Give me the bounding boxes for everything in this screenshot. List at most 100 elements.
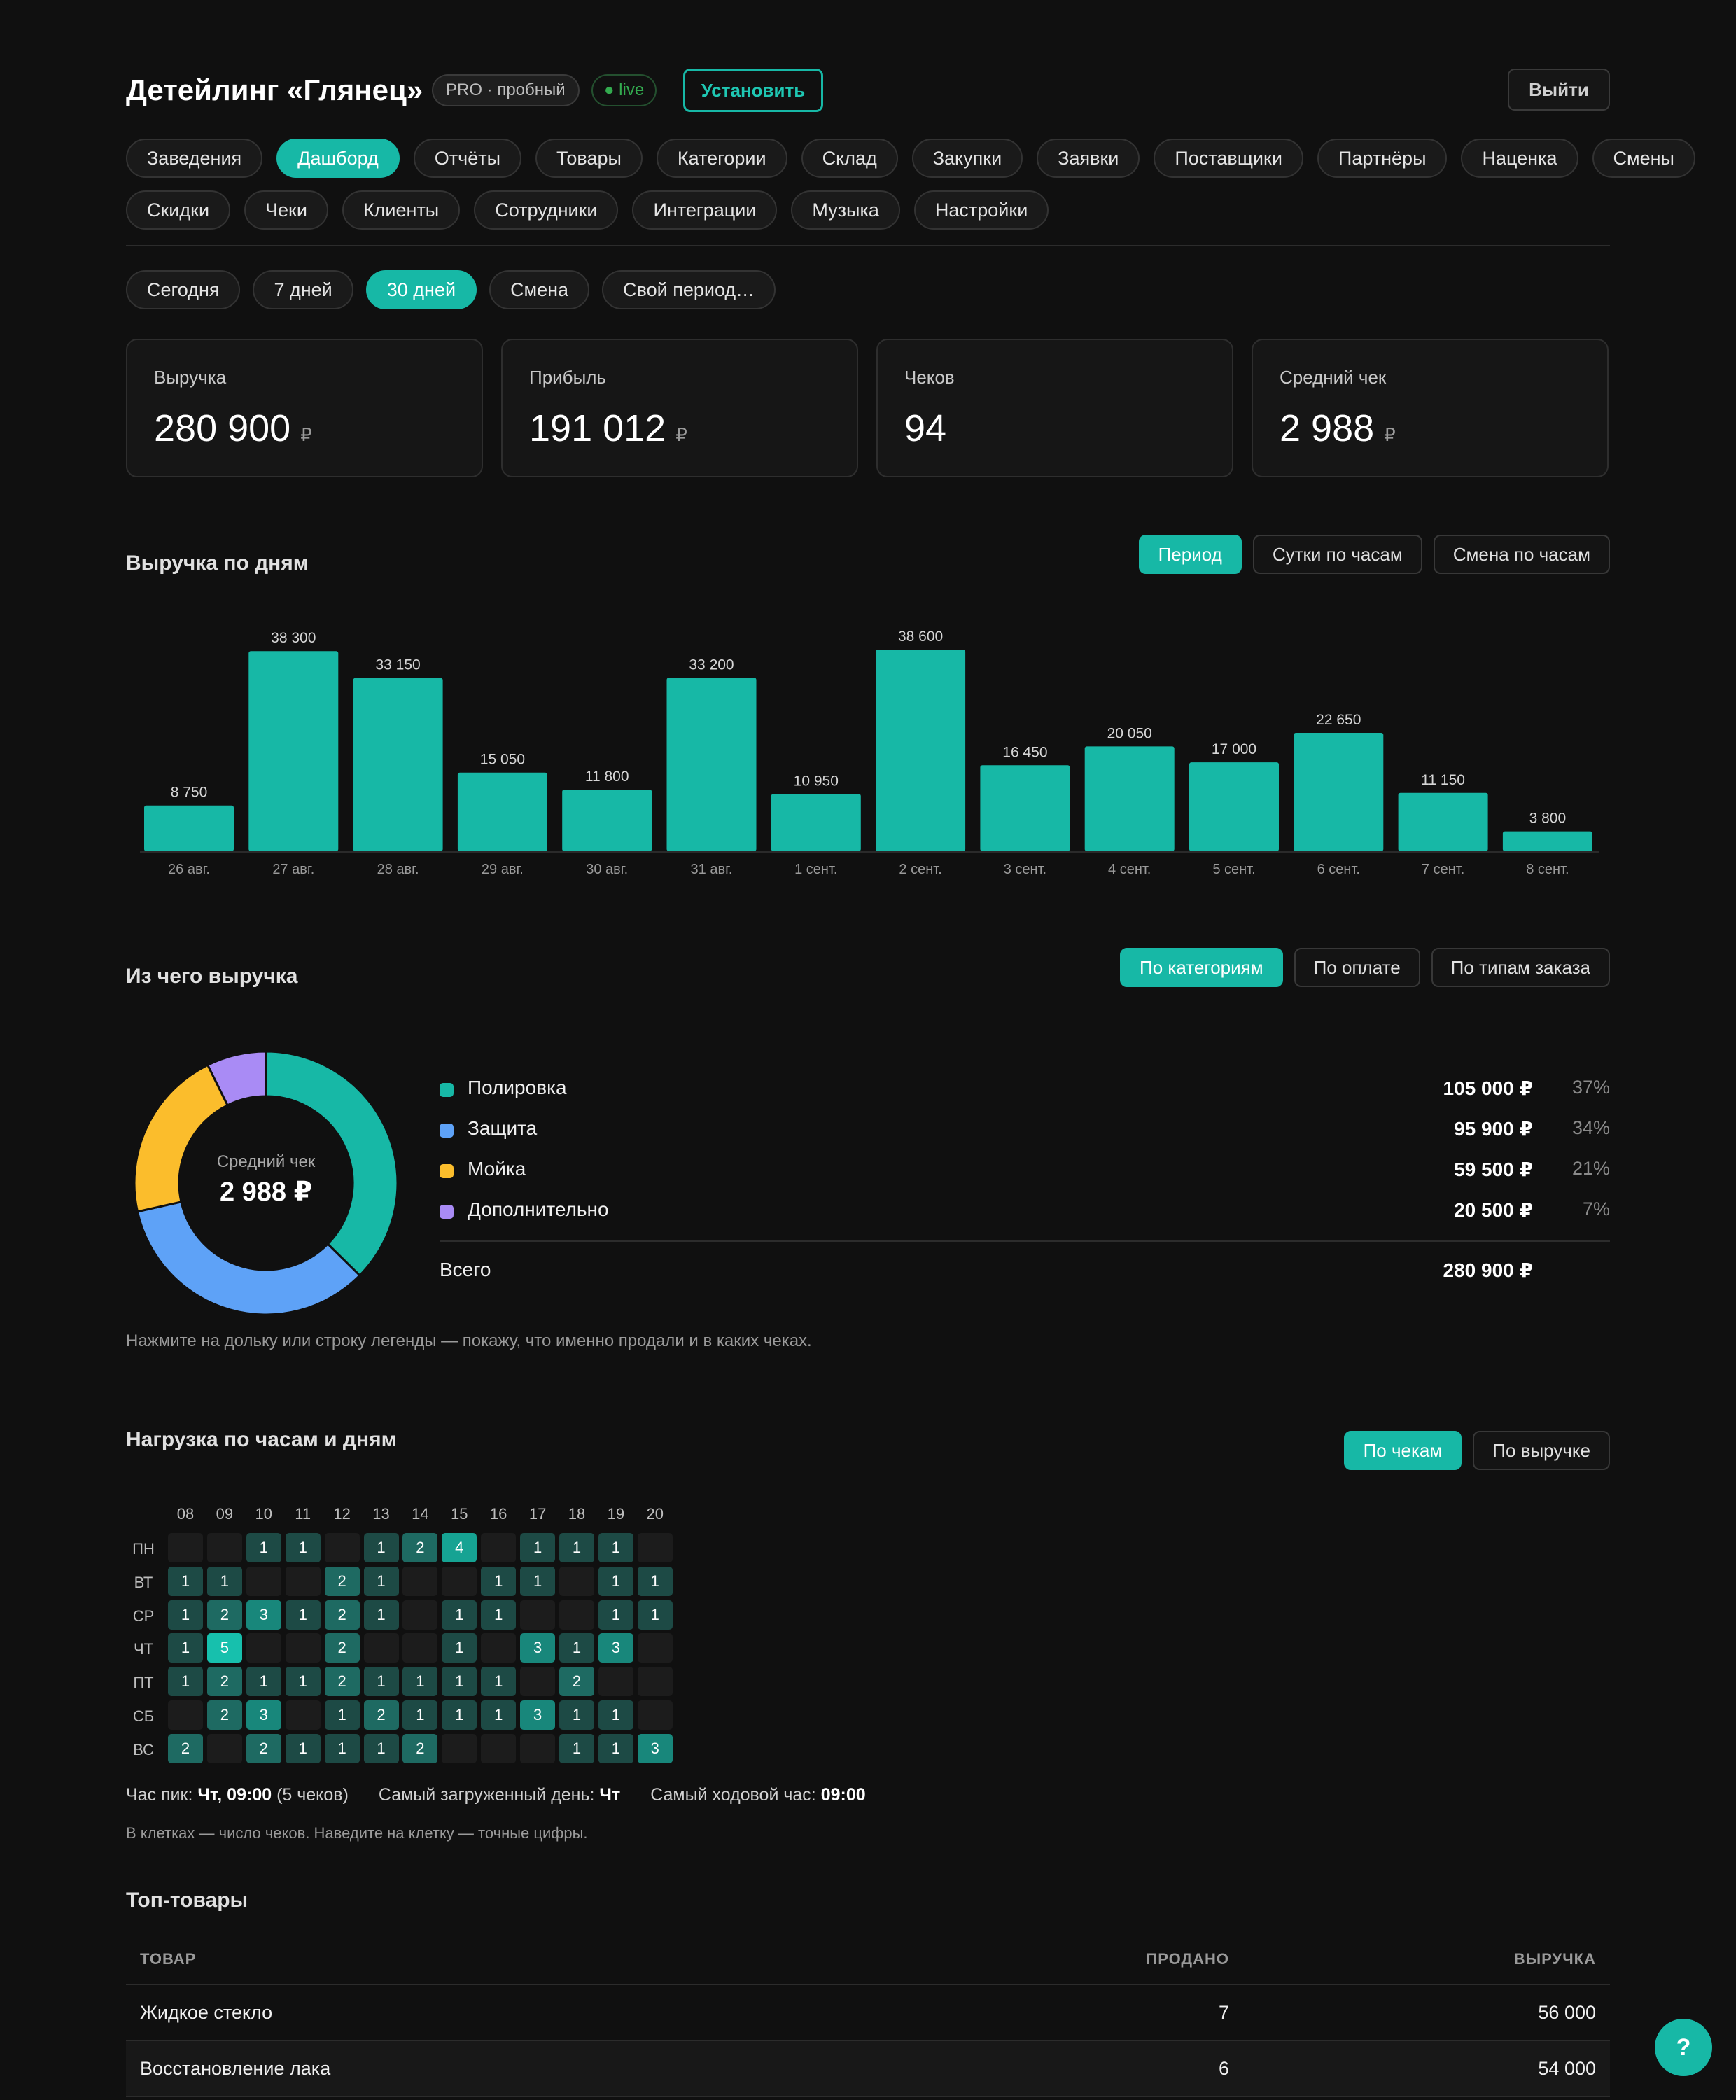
- heatmap-cell[interactable]: [442, 1566, 477, 1596]
- heatmap-cell[interactable]: 1: [481, 1700, 517, 1730]
- heatmap-cell[interactable]: [520, 1667, 556, 1697]
- nav-item[interactable]: Смены: [1592, 139, 1695, 178]
- heatmap-cell[interactable]: 1: [285, 1667, 321, 1697]
- heatmap-cell[interactable]: 1: [637, 1600, 673, 1630]
- heatmap-cell[interactable]: 1: [363, 1566, 399, 1596]
- bar[interactable]: [562, 789, 652, 851]
- heatmap-cell[interactable]: 1: [598, 1600, 634, 1630]
- heatmap-cell[interactable]: [637, 1533, 673, 1562]
- heatmap-cell[interactable]: [637, 1633, 673, 1663]
- heatmap-cell[interactable]: 1: [246, 1667, 281, 1697]
- legend-row[interactable]: Дополнительно 20 500 ₽ 7%: [440, 1193, 1610, 1233]
- heatmap-cell[interactable]: [637, 1700, 673, 1730]
- heatmap-cell[interactable]: 2: [324, 1633, 360, 1663]
- nav-item[interactable]: Дашборд: [276, 139, 400, 178]
- heatmap-cell[interactable]: 1: [520, 1566, 556, 1596]
- nav-item[interactable]: Музыка: [791, 190, 900, 230]
- heatmap-cell[interactable]: 1: [481, 1600, 517, 1630]
- heatmap-cell[interactable]: 1: [402, 1700, 438, 1730]
- heatmap-cell[interactable]: 1: [363, 1667, 399, 1697]
- heatmap-cell[interactable]: 1: [442, 1600, 477, 1630]
- toggle-button[interactable]: По чекам: [1343, 1431, 1462, 1470]
- heatmap-cell[interactable]: 2: [363, 1700, 399, 1730]
- bar[interactable]: [1502, 831, 1592, 851]
- bar[interactable]: [248, 651, 339, 851]
- legend-row[interactable]: Полировка 105 000 ₽ 37%: [440, 1071, 1610, 1112]
- heatmap-cell[interactable]: [598, 1667, 634, 1697]
- heatmap-cell[interactable]: 2: [402, 1533, 438, 1562]
- heatmap-cell[interactable]: 1: [285, 1600, 321, 1630]
- heatmap-cell[interactable]: 1: [559, 1733, 594, 1763]
- heatmap-cell[interactable]: 1: [206, 1566, 242, 1596]
- bar[interactable]: [353, 678, 443, 851]
- logout-button[interactable]: Выйти: [1508, 69, 1610, 111]
- heatmap-cell[interactable]: 1: [598, 1733, 634, 1763]
- heatmap-cell[interactable]: 2: [206, 1667, 242, 1697]
- heatmap-cell[interactable]: 3: [520, 1700, 556, 1730]
- heatmap-cell[interactable]: [324, 1533, 360, 1562]
- nav-item[interactable]: Товары: [536, 139, 643, 178]
- period-option[interactable]: 30 дней: [365, 270, 477, 309]
- heatmap-cell[interactable]: 1: [442, 1667, 477, 1697]
- heatmap-cell[interactable]: [246, 1566, 281, 1596]
- period-option[interactable]: Сегодня: [126, 270, 241, 309]
- bar[interactable]: [771, 794, 861, 851]
- toggle-button[interactable]: По типам заказа: [1431, 948, 1610, 987]
- help-button[interactable]: ?: [1655, 2019, 1712, 2076]
- legend-row[interactable]: Мойка 59 500 ₽ 21%: [440, 1152, 1610, 1193]
- heatmap-cell[interactable]: 1: [598, 1533, 634, 1562]
- bar[interactable]: [1189, 762, 1279, 851]
- heatmap-cell[interactable]: 1: [402, 1667, 438, 1697]
- nav-item[interactable]: Склад: [801, 139, 898, 178]
- heatmap-cell[interactable]: 1: [637, 1566, 673, 1596]
- toggle-button[interactable]: Период: [1138, 535, 1242, 574]
- heatmap-cell[interactable]: [246, 1633, 281, 1663]
- heatmap-cell[interactable]: 1: [559, 1700, 594, 1730]
- heatmap-cell[interactable]: [168, 1533, 203, 1562]
- heatmap-cell[interactable]: [559, 1566, 594, 1596]
- bar[interactable]: [144, 805, 234, 851]
- nav-item[interactable]: Заведения: [126, 139, 263, 178]
- heatmap-cell[interactable]: [520, 1600, 556, 1630]
- heatmap-cell[interactable]: 1: [559, 1533, 594, 1562]
- heatmap-cell[interactable]: 1: [481, 1566, 517, 1596]
- toggle-button[interactable]: По оплате: [1294, 948, 1420, 987]
- heatmap-cell[interactable]: 1: [363, 1733, 399, 1763]
- heatmap-cell[interactable]: [481, 1533, 517, 1562]
- heatmap-cell[interactable]: 2: [402, 1733, 438, 1763]
- nav-item[interactable]: Интеграции: [632, 190, 778, 230]
- heatmap-cell[interactable]: [481, 1633, 517, 1663]
- toggle-button[interactable]: По выручке: [1473, 1431, 1610, 1470]
- heatmap-cell[interactable]: [206, 1533, 242, 1562]
- heatmap-cell[interactable]: 1: [520, 1533, 556, 1562]
- heatmap-cell[interactable]: 2: [324, 1667, 360, 1697]
- nav-item[interactable]: Клиенты: [342, 190, 461, 230]
- heatmap-cell[interactable]: 2: [246, 1733, 281, 1763]
- heatmap-cell[interactable]: 1: [168, 1566, 203, 1596]
- legend-row[interactable]: Защита 95 900 ₽ 34%: [440, 1112, 1610, 1152]
- heatmap-cell[interactable]: 2: [324, 1600, 360, 1630]
- heatmap-cell[interactable]: [168, 1700, 203, 1730]
- heatmap-cell[interactable]: [206, 1733, 242, 1763]
- heatmap-cell[interactable]: 1: [559, 1633, 594, 1663]
- donut-slice-мойка[interactable]: [133, 1063, 230, 1213]
- heatmap-cell[interactable]: 4: [442, 1533, 477, 1562]
- heatmap-cell[interactable]: 1: [481, 1667, 517, 1697]
- heatmap-cell[interactable]: [637, 1667, 673, 1697]
- bar[interactable]: [666, 678, 757, 851]
- heatmap-cell[interactable]: 1: [363, 1600, 399, 1630]
- heatmap-cell[interactable]: 1: [324, 1700, 360, 1730]
- heatmap-cell[interactable]: [363, 1633, 399, 1663]
- nav-item[interactable]: Чеки: [244, 190, 328, 230]
- toggle-button[interactable]: Сутки по часам: [1252, 535, 1422, 574]
- bar[interactable]: [457, 772, 547, 851]
- heatmap-cell[interactable]: 3: [246, 1600, 281, 1630]
- heatmap-cell[interactable]: 1: [285, 1533, 321, 1562]
- nav-item[interactable]: Партнёры: [1317, 139, 1448, 178]
- heatmap-cell[interactable]: [285, 1700, 321, 1730]
- heatmap-cell[interactable]: [559, 1600, 594, 1630]
- heatmap-cell[interactable]: [402, 1600, 438, 1630]
- heatmap-cell[interactable]: [285, 1633, 321, 1663]
- nav-item[interactable]: Отчёты: [413, 139, 522, 178]
- heatmap-cell[interactable]: 2: [206, 1600, 242, 1630]
